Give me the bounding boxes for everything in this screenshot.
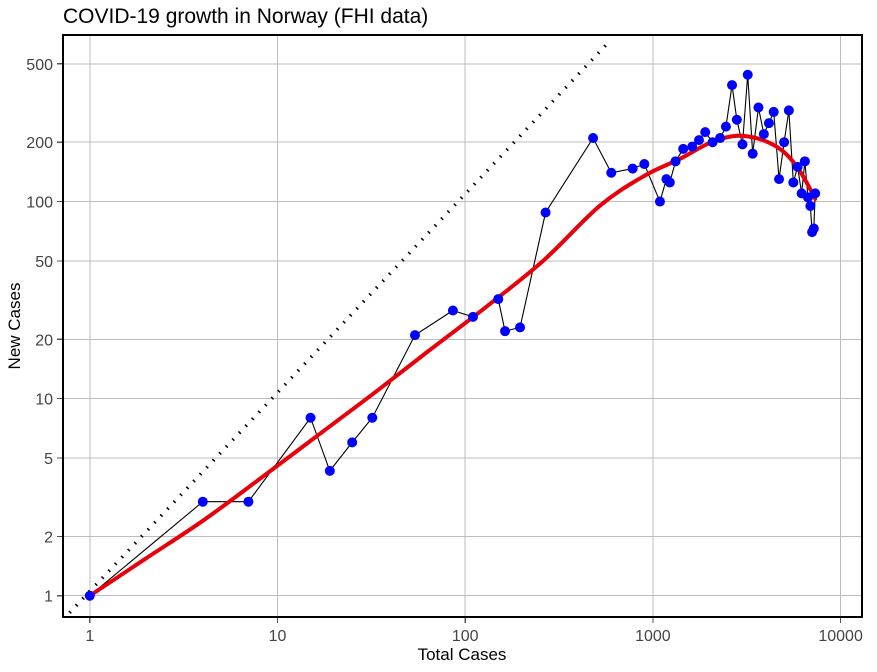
data-point (305, 412, 316, 423)
x-tick-label: 1 (85, 628, 94, 645)
data-point (763, 118, 774, 129)
y-tick-label: 5 (44, 451, 53, 468)
data-point (347, 437, 358, 448)
data-point (753, 102, 764, 113)
data-point (493, 294, 504, 305)
data-point (783, 105, 794, 116)
data-points (84, 69, 821, 601)
data-point (731, 114, 742, 125)
x-tick-label: 1000 (635, 628, 671, 645)
data-point (500, 326, 511, 337)
x-tick-label: 10 (269, 628, 287, 645)
x-axis-title: Total Cases (418, 645, 507, 664)
data-point (720, 121, 731, 132)
data-point (324, 465, 335, 476)
x-tick-label: 10000 (818, 628, 863, 645)
x-tick-label: 100 (452, 628, 479, 645)
data-point (707, 137, 718, 148)
data-point (627, 163, 638, 174)
y-tick-label: 500 (26, 57, 53, 74)
data-point (678, 143, 689, 154)
x-axis-tick-labels: 1 10 100 1000 10000 (85, 628, 863, 645)
y-tick-label: 2 (44, 529, 53, 546)
data-point (774, 174, 785, 185)
data-point (700, 127, 711, 138)
data-point (664, 177, 675, 188)
y-axis-title: New Cases (5, 283, 24, 370)
page-title: COVID-19 growth in Norway (FHI data) (63, 5, 428, 28)
exponential-reference-line (68, 44, 607, 614)
data-point (715, 133, 726, 144)
data-point (727, 80, 738, 91)
data-point (409, 330, 420, 341)
y-tick-label: 1 (44, 589, 53, 606)
data-point (693, 135, 704, 146)
loess-trend-curve (87, 133, 818, 598)
y-tick-label: 10 (35, 392, 53, 409)
data-point (588, 133, 599, 144)
data-point (447, 305, 458, 316)
data-point (810, 188, 821, 199)
data-point (606, 167, 617, 178)
data-point (758, 129, 769, 140)
plot-area-border (62, 34, 863, 618)
data-point (768, 106, 779, 117)
gridlines (63, 35, 862, 617)
data-point (243, 496, 254, 507)
y-tick-label: 200 (26, 135, 53, 152)
y-tick-label: 20 (35, 332, 53, 349)
data-point (737, 139, 748, 150)
data-point (515, 322, 526, 333)
data-point (687, 141, 698, 152)
y-axis-tick-labels: 1 2 5 10 20 50 100 200 500 (26, 57, 53, 606)
y-tick-label: 50 (35, 254, 53, 271)
y-tick-label: 100 (26, 195, 53, 212)
data-point (788, 177, 799, 188)
data-point (747, 148, 758, 159)
tick-marks (57, 63, 842, 623)
data-point (779, 137, 790, 148)
data-point (84, 590, 95, 601)
data-point (799, 156, 810, 167)
data-point (805, 200, 816, 211)
data-point (197, 496, 208, 507)
data-point (808, 223, 819, 234)
data-point (639, 159, 650, 170)
data-point (467, 311, 478, 322)
data-point (792, 161, 803, 172)
data-point (540, 207, 551, 218)
data-point (367, 412, 378, 423)
data-point (742, 69, 753, 80)
data-point (654, 196, 665, 207)
data-point (670, 156, 681, 167)
